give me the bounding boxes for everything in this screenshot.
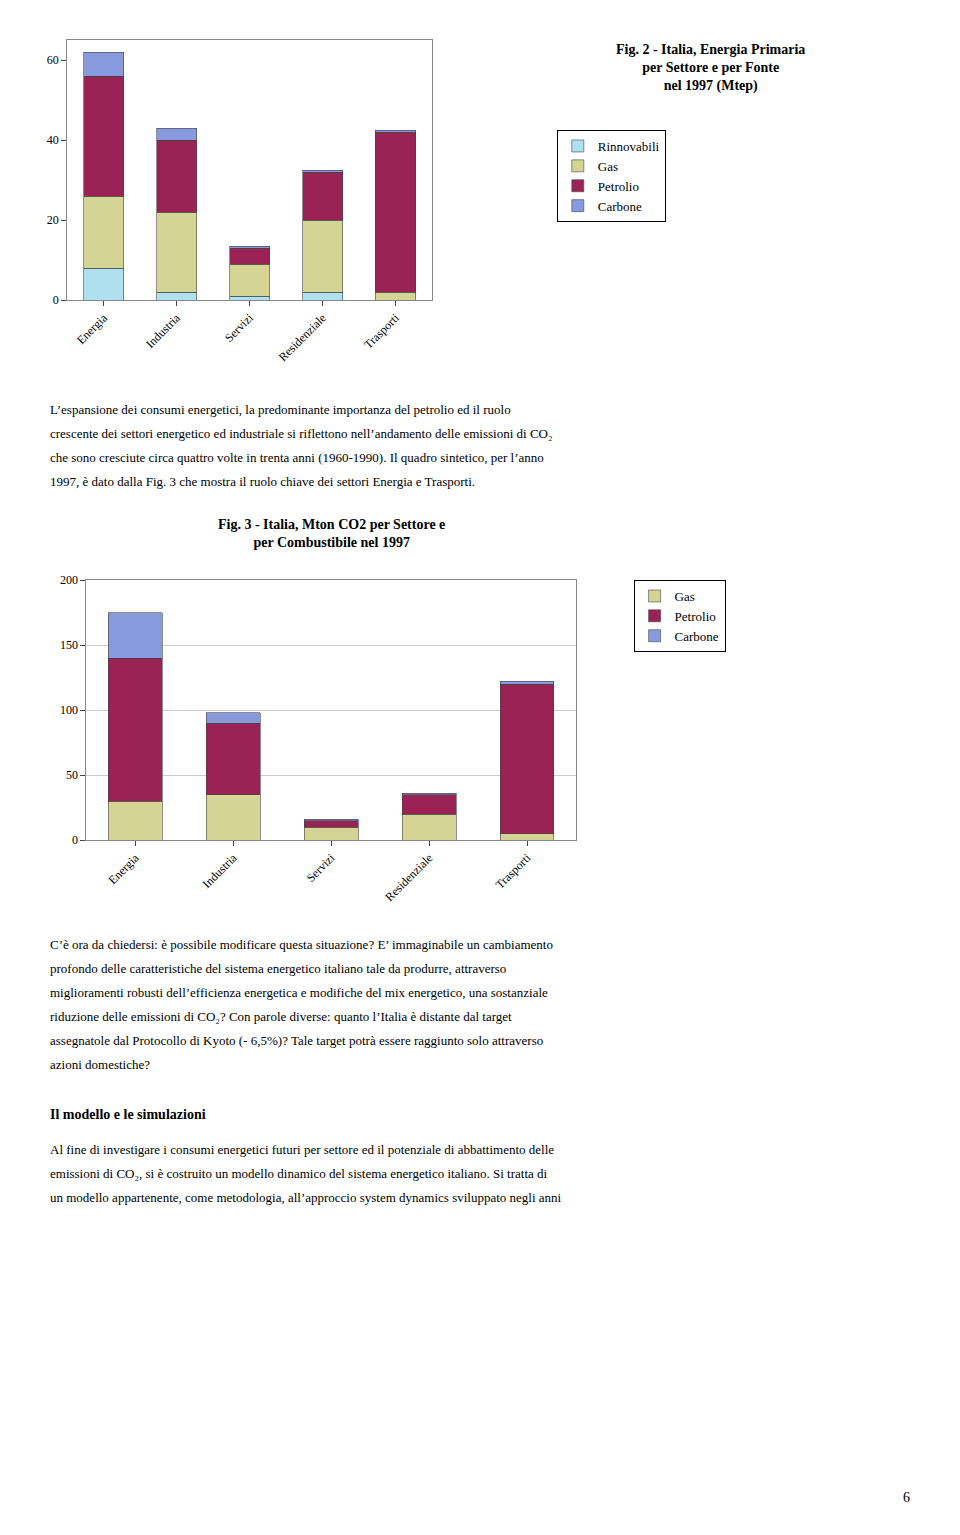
svg-text:0: 0 xyxy=(72,833,78,847)
svg-text:Fig. 3 - Italia, Mton CO2 per: Fig. 3 - Italia, Mton CO2 per Settore ep… xyxy=(218,517,445,550)
svg-text:60: 60 xyxy=(47,53,59,67)
svg-text:Rinnovabili: Rinnovabili xyxy=(598,139,660,154)
svg-text:azioni domestiche?: azioni domestiche? xyxy=(50,1057,150,1072)
svg-text:Petrolio: Petrolio xyxy=(675,609,716,624)
svg-text:che sono cresciute circa quatt: che sono cresciute circa quattro volte i… xyxy=(50,450,544,465)
svg-text:100: 100 xyxy=(60,703,78,717)
svg-text:Carbone: Carbone xyxy=(675,629,719,644)
svg-text:Gas: Gas xyxy=(675,589,695,604)
svg-text:Servizi: Servizi xyxy=(304,850,338,884)
svg-text:Trasporti: Trasporti xyxy=(493,850,534,891)
svg-text:Gas: Gas xyxy=(598,159,618,174)
svg-text:C’è ora da chiedersi: è possib: C’è ora da chiedersi: è possibile modifi… xyxy=(50,937,553,952)
svg-text:150: 150 xyxy=(60,638,78,652)
svg-text:Servizi: Servizi xyxy=(222,310,256,344)
svg-text:Trasporti: Trasporti xyxy=(361,310,402,351)
svg-text:un modello appartenente, come: un modello appartenente, come metodologi… xyxy=(50,1190,562,1205)
svg-text:Fig. 2 - Italia, Energia Prima: Fig. 2 - Italia, Energia Primariaper Set… xyxy=(616,42,805,94)
svg-text:Energia: Energia xyxy=(106,850,143,887)
svg-text:Al fine di investigare i consu: Al fine di investigare i consumi energet… xyxy=(50,1142,554,1157)
svg-text:Residenziale: Residenziale xyxy=(276,311,329,364)
svg-text:Industria: Industria xyxy=(143,310,184,351)
svg-text:6: 6 xyxy=(903,1490,910,1505)
svg-text:profondo delle caratteristiche: profondo delle caratteristiche del siste… xyxy=(50,961,506,976)
svg-text:0: 0 xyxy=(53,293,59,307)
svg-text:Residenziale: Residenziale xyxy=(382,851,435,904)
svg-text:20: 20 xyxy=(47,213,59,227)
svg-text:Carbone: Carbone xyxy=(598,199,642,214)
svg-text:assegnatole dal Protocollo di: assegnatole dal Protocollo di Kyoto (- 6… xyxy=(50,1033,543,1048)
svg-text:Il modello e le simulazioni: Il modello e le simulazioni xyxy=(50,1107,206,1122)
svg-text:emissioni di CO₂, si è costrui: emissioni di CO₂, si è costruito un mode… xyxy=(50,1166,548,1181)
svg-text:riduzione delle emissioni di C: riduzione delle emissioni di CO₂? Con pa… xyxy=(50,1009,512,1024)
svg-text:50: 50 xyxy=(66,768,78,782)
svg-text:1997, è dato dalla Fig. 3 che: 1997, è dato dalla Fig. 3 che mostra il … xyxy=(50,474,475,489)
svg-text:200: 200 xyxy=(60,573,78,587)
svg-text:Petrolio: Petrolio xyxy=(598,179,639,194)
svg-text:Industria: Industria xyxy=(200,850,241,891)
svg-text:miglioramenti robusti dell’eff: miglioramenti robusti dell’efficienza en… xyxy=(50,985,548,1000)
svg-text:Energia: Energia xyxy=(74,310,111,347)
svg-text:L’espansione dei consumi energ: L’espansione dei consumi energetici, la … xyxy=(50,402,511,417)
svg-text:40: 40 xyxy=(47,133,59,147)
svg-text:crescente dei settori energeti: crescente dei settori energetico ed indu… xyxy=(50,426,552,441)
